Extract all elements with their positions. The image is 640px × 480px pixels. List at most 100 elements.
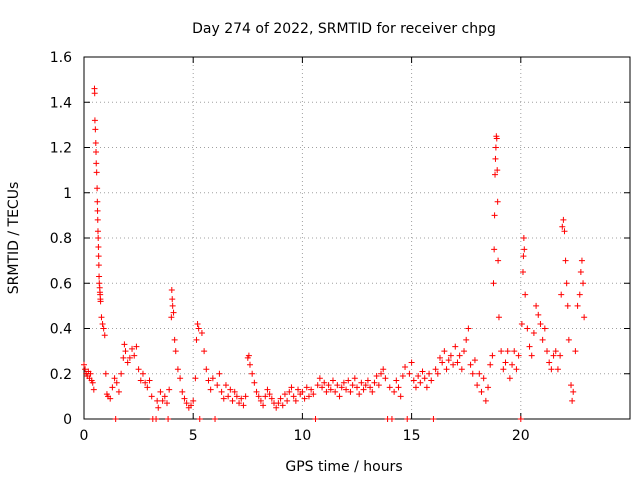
data-point — [399, 373, 406, 380]
data-point — [268, 395, 275, 402]
data-point — [292, 397, 299, 404]
data-point — [375, 382, 382, 389]
data-point — [284, 397, 291, 404]
data-point — [395, 384, 402, 391]
data-point — [260, 402, 267, 409]
data-point — [196, 416, 203, 422]
data-point — [561, 228, 568, 235]
data-point — [95, 235, 102, 241]
data-point — [461, 348, 468, 355]
data-point — [513, 366, 520, 373]
data-point — [163, 400, 170, 407]
data-point — [107, 395, 114, 402]
data-point — [275, 400, 282, 407]
data-point — [229, 397, 236, 404]
data-point — [82, 366, 89, 373]
data-point — [426, 370, 433, 377]
data-point — [98, 314, 105, 321]
data-point — [264, 386, 271, 393]
data-point — [441, 348, 448, 355]
data-point — [456, 352, 463, 359]
data-point — [257, 397, 264, 404]
data-point — [560, 216, 567, 223]
data-point — [421, 375, 428, 382]
data-point — [558, 291, 565, 298]
data-point — [124, 359, 131, 366]
data-point — [490, 280, 497, 287]
data-point — [362, 382, 369, 389]
data-point — [94, 216, 101, 223]
data-point — [509, 361, 516, 368]
data-point — [432, 366, 439, 373]
data-point — [148, 393, 155, 400]
data-point — [273, 404, 280, 411]
data-point — [133, 343, 140, 350]
data-point — [519, 268, 526, 275]
data-point — [295, 386, 302, 393]
data-point — [580, 280, 587, 287]
data-point — [524, 325, 531, 332]
data-point — [373, 373, 380, 380]
data-point — [391, 388, 398, 395]
y-tick-label: 0.4 — [50, 322, 72, 338]
x-tick-label: 5 — [189, 428, 198, 444]
data-point — [81, 361, 87, 368]
data-point — [465, 325, 472, 332]
data-point — [388, 416, 395, 422]
y-axis: 0 0.2 0.4 0.6 0.8 1 1.2 1.4 1.6 — [50, 50, 630, 428]
data-point — [253, 388, 260, 395]
y-tick-label: 0.8 — [50, 231, 72, 247]
data-point — [564, 302, 571, 309]
data-point — [474, 382, 481, 389]
data-point — [485, 384, 492, 391]
data-point — [194, 320, 201, 327]
data-point — [255, 393, 262, 400]
data-point — [544, 348, 551, 355]
data-point — [445, 357, 452, 364]
data-point — [463, 336, 470, 343]
data-point — [95, 262, 102, 269]
data-point — [565, 336, 572, 343]
data-point — [183, 400, 190, 407]
data-point — [205, 377, 212, 384]
data-point — [312, 416, 319, 422]
data-point — [329, 377, 336, 384]
data-point — [179, 388, 186, 395]
data-point — [570, 388, 577, 395]
data-point — [423, 384, 430, 391]
x-tick-label: 20 — [512, 428, 530, 444]
data-point — [502, 359, 509, 366]
data-point — [439, 359, 446, 366]
data-point — [482, 397, 489, 404]
data-point — [578, 257, 585, 264]
data-point — [360, 386, 367, 393]
data-point — [308, 386, 315, 393]
data-point — [137, 377, 144, 384]
data-point — [94, 185, 101, 192]
data-point — [367, 384, 374, 391]
data-point — [227, 386, 234, 393]
data-point — [112, 416, 119, 422]
data-point — [500, 366, 507, 373]
data-point — [563, 280, 570, 287]
data-point — [94, 207, 101, 214]
data-point — [434, 370, 441, 377]
data-point — [169, 296, 176, 303]
data-point — [491, 212, 498, 219]
data-point — [92, 139, 99, 146]
data-point — [471, 357, 478, 364]
data-point — [188, 402, 195, 409]
data-point — [222, 382, 229, 389]
data-point — [231, 388, 238, 395]
data-point — [520, 235, 527, 241]
data-point — [195, 325, 202, 332]
data-point — [90, 386, 97, 393]
data-point — [404, 416, 411, 422]
data-point — [559, 223, 566, 230]
data-point — [410, 377, 417, 384]
data-point — [154, 397, 161, 404]
data-point — [95, 253, 102, 260]
data-point — [91, 117, 98, 124]
data-point — [548, 366, 555, 373]
